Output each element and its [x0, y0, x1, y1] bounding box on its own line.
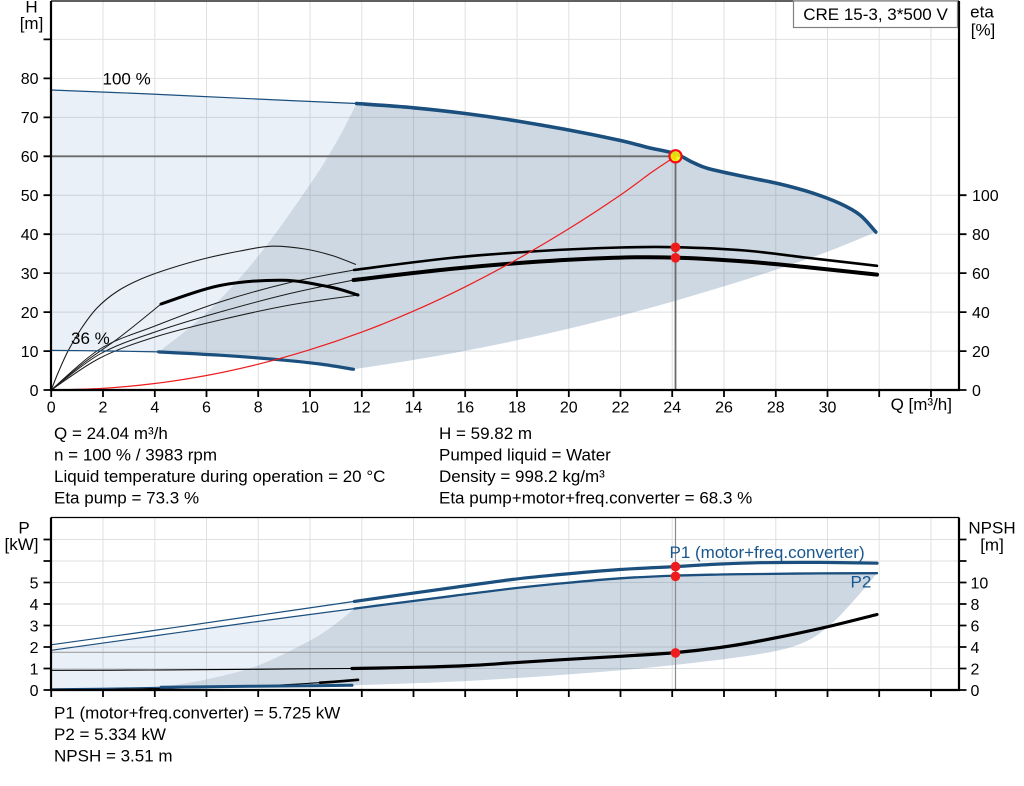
- svg-text:28: 28: [767, 400, 785, 417]
- svg-text:2: 2: [971, 661, 980, 678]
- svg-text:Eta pump = 73.3 %: Eta pump = 73.3 %: [54, 489, 199, 508]
- svg-text:Q = 24.04 m³/h: Q = 24.04 m³/h: [54, 424, 168, 443]
- svg-text:20: 20: [21, 305, 39, 322]
- svg-text:Pumped liquid = Water: Pumped liquid = Water: [439, 446, 611, 465]
- svg-text:H: H: [25, 0, 37, 17]
- svg-text:0: 0: [30, 683, 39, 700]
- svg-text:10: 10: [301, 400, 319, 417]
- svg-text:0: 0: [30, 383, 39, 400]
- svg-text:0: 0: [47, 400, 56, 417]
- svg-text:1: 1: [30, 661, 39, 678]
- svg-text:0: 0: [971, 683, 980, 700]
- svg-text:Density = 998.2 kg/m³: Density = 998.2 kg/m³: [439, 467, 605, 486]
- svg-text:80: 80: [972, 227, 990, 244]
- svg-text:Liquid temperature during oper: Liquid temperature during operation = 20…: [54, 467, 385, 486]
- svg-text:26: 26: [715, 400, 733, 417]
- svg-text:8: 8: [971, 597, 980, 614]
- svg-text:80: 80: [21, 71, 39, 88]
- svg-text:24: 24: [663, 400, 681, 417]
- svg-text:Q [m³/h]: Q [m³/h]: [891, 395, 952, 414]
- svg-text:[kW]: [kW]: [5, 535, 39, 554]
- svg-text:30: 30: [21, 266, 39, 283]
- svg-text:12: 12: [353, 400, 371, 417]
- svg-text:H = 59.82 m: H = 59.82 m: [439, 424, 532, 443]
- svg-text:6: 6: [202, 400, 211, 417]
- svg-text:[m]: [m]: [20, 14, 44, 33]
- svg-text:P1 (motor+freq.converter) = 5.: P1 (motor+freq.converter) = 5.725 kW: [54, 704, 340, 723]
- svg-text:P2: P2: [851, 573, 872, 592]
- svg-text:100 %: 100 %: [103, 70, 151, 89]
- svg-text:70: 70: [21, 110, 39, 127]
- svg-text:NPSH: NPSH: [968, 519, 1015, 538]
- svg-text:P: P: [18, 519, 29, 538]
- svg-text:14: 14: [405, 400, 423, 417]
- svg-text:5: 5: [30, 575, 39, 592]
- svg-text:4: 4: [150, 400, 159, 417]
- svg-text:0: 0: [972, 383, 981, 400]
- svg-text:100: 100: [972, 188, 999, 205]
- svg-text:50: 50: [21, 188, 39, 205]
- svg-text:22: 22: [612, 400, 630, 417]
- svg-text:CRE 15-3, 3*500 V: CRE 15-3, 3*500 V: [803, 5, 948, 24]
- svg-text:40: 40: [21, 227, 39, 244]
- svg-text:3: 3: [30, 618, 39, 635]
- svg-text:60: 60: [21, 149, 39, 166]
- svg-text:20: 20: [972, 344, 990, 361]
- svg-text:10: 10: [971, 575, 989, 592]
- svg-text:[m]: [m]: [980, 536, 1004, 555]
- svg-text:eta: eta: [970, 3, 994, 22]
- svg-text:10: 10: [21, 344, 39, 361]
- svg-text:18: 18: [508, 400, 526, 417]
- svg-text:40: 40: [972, 305, 990, 322]
- svg-text:P2 = 5.334 kW: P2 = 5.334 kW: [54, 725, 166, 744]
- svg-text:16: 16: [456, 400, 474, 417]
- svg-text:36 %: 36 %: [71, 329, 110, 348]
- svg-text:60: 60: [972, 266, 990, 283]
- svg-text:[%]: [%]: [971, 21, 996, 40]
- svg-text:8: 8: [254, 400, 263, 417]
- svg-text:30: 30: [819, 400, 837, 417]
- svg-text:P1 (motor+freq.converter): P1 (motor+freq.converter): [670, 543, 865, 562]
- svg-text:n = 100 % / 3983 rpm: n = 100 % / 3983 rpm: [54, 446, 217, 465]
- svg-text:4: 4: [971, 640, 980, 657]
- svg-text:NPSH = 3.51 m: NPSH = 3.51 m: [54, 747, 173, 766]
- svg-text:2: 2: [99, 400, 108, 417]
- svg-text:6: 6: [971, 618, 980, 635]
- svg-text:Eta pump+motor+freq.converter: Eta pump+motor+freq.converter = 68.3 %: [439, 489, 752, 508]
- svg-text:4: 4: [30, 597, 39, 614]
- svg-text:2: 2: [30, 640, 39, 657]
- svg-text:20: 20: [560, 400, 578, 417]
